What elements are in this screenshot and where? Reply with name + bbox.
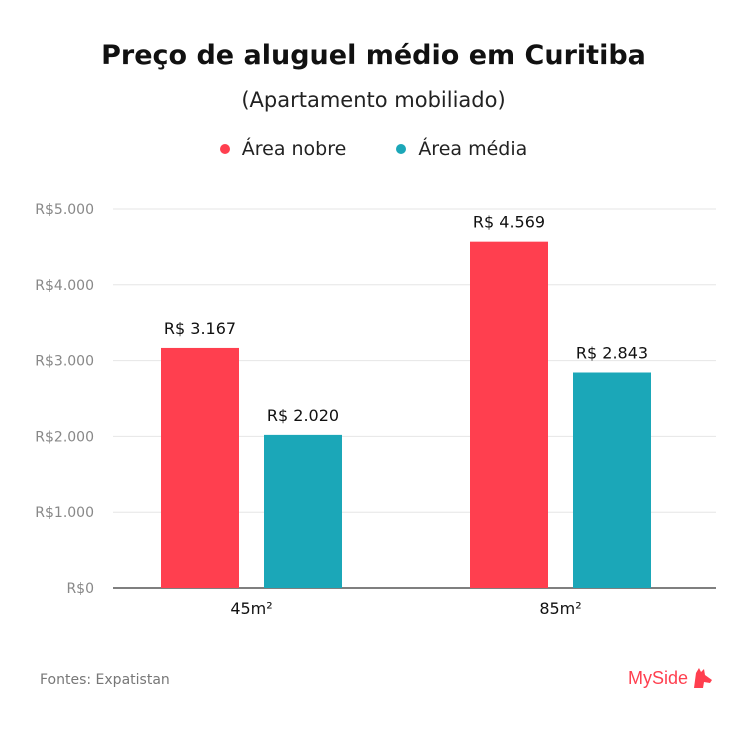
legend-item-area-media: Área média: [396, 138, 527, 160]
y-tick-label: R$1.000: [35, 505, 94, 521]
legend-label: Área média: [418, 138, 528, 160]
data-label: R$ 3.167: [164, 319, 236, 338]
chart-subtitle: (Apartamento mobiliado): [241, 88, 506, 112]
legend-label: Área nobre: [241, 138, 347, 160]
bar-area-media-1: [573, 372, 651, 588]
y-tick-label: R$5.000: [35, 202, 94, 218]
y-tick-label: R$3.000: [35, 354, 94, 370]
chart-title: Preço de aluguel médio em Curitiba: [101, 40, 646, 71]
y-tick-label: R$0: [66, 581, 94, 597]
y-tick-label: R$4.000: [35, 278, 94, 294]
logo-text: MySide: [628, 667, 689, 688]
source-note: Fontes: Expatistan: [40, 672, 170, 688]
data-label: R$ 2.843: [576, 344, 648, 363]
y-tick-label: R$2.000: [35, 429, 94, 445]
dog-head-icon: [694, 668, 713, 688]
legend-dot-icon: [396, 144, 407, 154]
bar-area-nobre-0: [161, 347, 239, 588]
x-tick-label: 45m²: [230, 599, 272, 618]
x-tick-label: 85m²: [539, 599, 581, 618]
data-label: R$ 4.569: [473, 213, 545, 232]
myside-logo: MySide: [628, 667, 713, 689]
bar-area-nobre-1: [470, 241, 548, 588]
legend-dot-icon: [219, 144, 230, 154]
bar-area-media-0: [264, 434, 342, 588]
legend: Área nobre Área média: [0, 138, 747, 160]
legend-item-area-nobre: Área nobre: [219, 138, 347, 160]
data-label: R$ 2.020: [267, 406, 339, 425]
